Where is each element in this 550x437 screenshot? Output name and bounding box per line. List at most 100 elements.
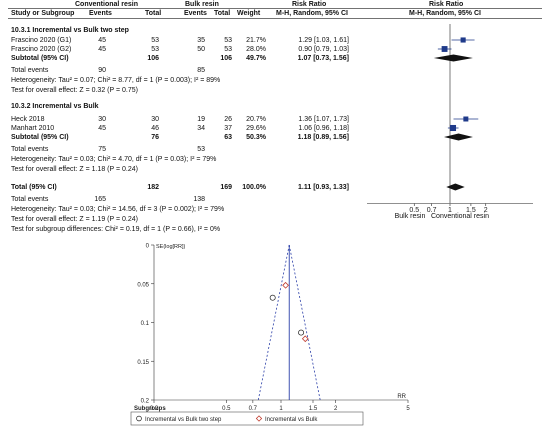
legend-label-two-step: Incremental vs Bulk two step [145, 417, 222, 423]
cell-e-total: 53 [151, 37, 159, 44]
funnel-x-tick-label: 1.5 [309, 406, 318, 412]
cell-weight: 28.0% [246, 46, 266, 53]
study-name: Frascino 2020 (G1) [11, 37, 72, 44]
col-mh-right: M-H, Random, 95% CI [409, 10, 481, 17]
total-events-c: 138 [193, 196, 205, 203]
cell-e-events: 30 [98, 116, 106, 123]
study-point-square [449, 124, 457, 132]
forest-tick-label: 0.7 [427, 207, 437, 214]
study-point-square [460, 37, 466, 43]
cell-c-total: 26 [224, 116, 232, 123]
heterogeneity-text: Heterogeneity: Tau² = 0.07; Chi² = 8.77,… [11, 77, 221, 84]
subtotal-ci: 1.18 [0.89, 1.56] [297, 134, 349, 141]
funnel-x-tick-label: 0.5 [222, 406, 231, 412]
total-weight: 100.0% [242, 184, 266, 191]
cell-c-events: 50 [197, 46, 205, 53]
cell-c-events: 34 [197, 125, 205, 132]
cell-c-events: 35 [197, 37, 205, 44]
forest-tick-label: 0.5 [409, 207, 419, 214]
forest-tick-label: 1 [448, 207, 452, 214]
total-label: Total (95% CI) [11, 184, 57, 191]
cell-ci: 1.06 [0.96, 1.18] [298, 125, 349, 132]
cell-e-total: 30 [151, 116, 159, 123]
header-risk-ratio-right: Risk Ratio [429, 1, 464, 8]
total-events-e: 165 [94, 196, 106, 203]
study-name: Heck 2018 [11, 116, 45, 123]
study-point-square [463, 116, 469, 122]
funnel-legend-box [130, 411, 364, 426]
total-ci: 1.11 [0.93, 1.33] [298, 184, 349, 191]
forest-axis-right-label: Conventional resin [431, 213, 489, 220]
funnel-point-circle [298, 329, 305, 336]
subtotal-label: Subtotal (95% CI) [11, 134, 69, 141]
subgroup-title: 10.3.1 Incremental vs Bulk two step [11, 27, 129, 34]
total-events-e: 90 [98, 67, 106, 74]
funnel-y-axis-label: SE(log[RR]) [156, 244, 186, 250]
funnel-legend-title: Subgroups [134, 406, 166, 412]
total-heterogeneity-text: Heterogeneity: Tau² = 0.03; Chi² = 14.56… [11, 206, 225, 213]
col-e-total: Total [145, 10, 162, 17]
forest-marks: 0.5 0.7 1 1.5 2 [367, 24, 533, 214]
total-events-label: Total events [11, 146, 49, 153]
funnel-ci-left [257, 244, 290, 401]
total-e-total: 182 [147, 184, 159, 191]
cell-ci: 1.29 [1.03, 1.61] [298, 37, 349, 44]
legend-label-bulk: Incremental vs Bulk [265, 417, 318, 423]
legend-diamond-icon [255, 415, 263, 422]
funnel-point-diamond [282, 281, 289, 289]
subtotal-label: Subtotal (95% CI) [11, 55, 69, 62]
subtotal-c-total: 106 [220, 55, 232, 62]
funnel-point-diamond [301, 335, 309, 343]
subtotal-c-total: 63 [224, 134, 232, 141]
total-events-c: 85 [197, 67, 205, 74]
funnel-x-tick-label: 0.2 [150, 406, 159, 412]
cell-c-total: 53 [224, 37, 232, 44]
subtotal-ci: 1.07 [0.73, 1.56] [297, 55, 349, 62]
study-name: Frascino 2020 (G2) [11, 46, 72, 53]
subgroup-title: 10.3.2 Incremental vs Bulk [11, 103, 99, 110]
col-c-events: Events [184, 10, 207, 17]
study-point-square [441, 46, 448, 52]
col-mh-mid: M-H, Random, 95% CI [276, 10, 348, 17]
forest-tick-label: 1.5 [466, 207, 476, 214]
cell-ci: 1.36 [1.07, 1.73] [298, 116, 349, 123]
funnel-point-circle [269, 294, 276, 301]
cell-c-total: 37 [224, 125, 232, 132]
funnel-y-tick-label: 0.15 [137, 360, 149, 366]
total-c-total: 169 [220, 184, 232, 191]
overall-effect-text: Test for overall effect: Z = 1.18 (P = 0… [11, 166, 138, 173]
cell-e-events: 45 [98, 125, 106, 132]
subtotal-e-total: 76 [151, 134, 159, 141]
overall-effect-text: Test for overall effect: Z = 0.32 (P = 0… [11, 87, 138, 94]
cell-e-events: 45 [98, 37, 106, 44]
total-diamond [446, 183, 465, 191]
header-risk-ratio-mid: Risk Ratio [292, 1, 327, 8]
subtotal-diamond [443, 133, 473, 141]
cell-e-total: 46 [151, 125, 159, 132]
cell-c-total: 53 [224, 46, 232, 53]
funnel-x-tick-label: 0.7 [249, 406, 258, 412]
cell-weight: 29.6% [246, 125, 266, 132]
funnel-y-tick-label: 0.05 [137, 282, 149, 288]
heterogeneity-text: Heterogeneity: Tau² = 0.03; Chi² = 4.70,… [11, 156, 217, 163]
header-bulk-resin: Bulk resin [185, 1, 219, 8]
header-conventional-resin: Conventional resin [75, 1, 139, 8]
funnel-ci-right [288, 244, 321, 401]
col-c-total: Total [214, 10, 231, 17]
col-study: Study or Subgroup [11, 10, 75, 17]
cell-weight: 21.7% [246, 37, 266, 44]
funnel-x-tick-label: 2 [334, 406, 338, 412]
funnel-y-tick-label: 0 [146, 244, 150, 250]
total-events-c: 53 [197, 146, 205, 153]
total-events-label: Total events [11, 196, 49, 203]
total-events-e: 75 [98, 146, 106, 153]
funnel-x-tick-label: 1 [279, 406, 283, 412]
cell-c-events: 19 [197, 116, 205, 123]
cell-e-events: 45 [98, 46, 106, 53]
forest-tick-label: 2 [484, 207, 488, 214]
subtotal-diamond [433, 54, 473, 62]
subtotal-e-total: 106 [147, 55, 159, 62]
legend-circle-icon [136, 415, 142, 422]
forest-axis-left-label: Bulk resin [394, 213, 426, 220]
